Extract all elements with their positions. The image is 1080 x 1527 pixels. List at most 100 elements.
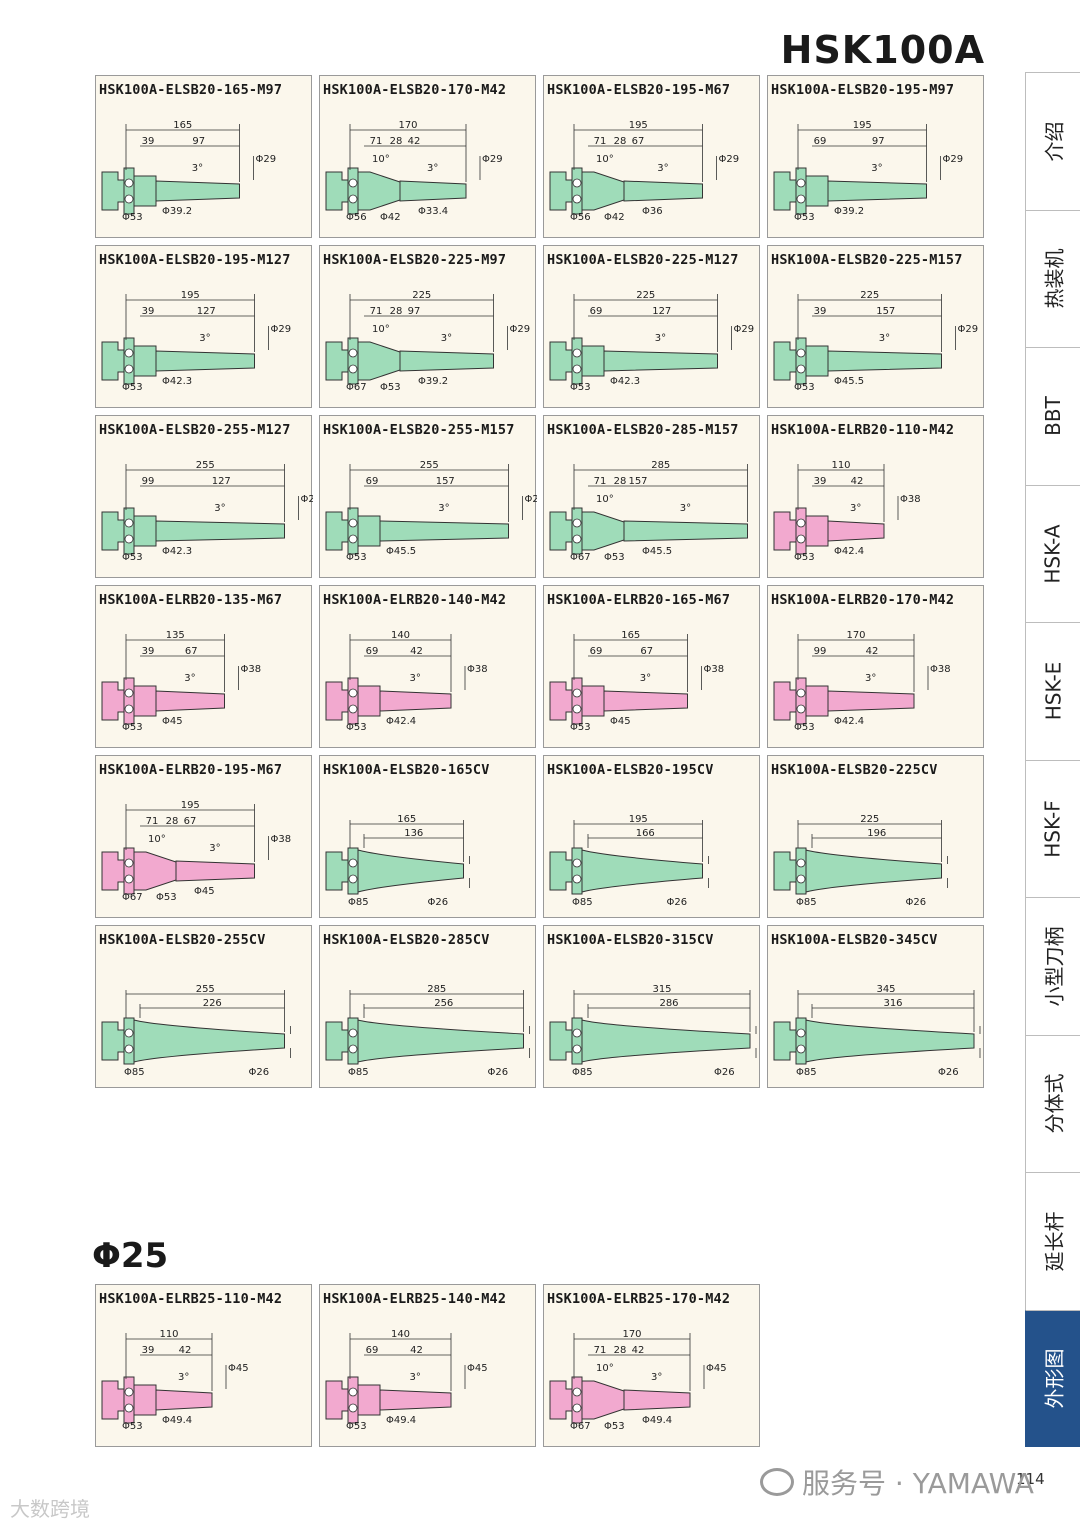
holder-hole (572, 1028, 582, 1038)
product-card[interactable]: HSK100A-ELSB20-225-M157 225 39 157 3° Φ29 Φ53 Φ… (767, 245, 984, 408)
taper-body (623, 1389, 691, 1411)
cone-body (805, 1019, 975, 1063)
shank-section (805, 515, 829, 547)
dim-seg1-value: 39 (142, 136, 155, 147)
taper-body (827, 690, 915, 712)
dia-body: Φ45 (194, 886, 215, 897)
dim-total-value: 225 (860, 290, 879, 301)
tab-9[interactable]: 外形图 (1025, 1309, 1080, 1447)
dim-seg2-value: 28 (390, 306, 403, 317)
dimension-drawing: 225 196 Φ85 Φ26 (773, 814, 948, 908)
tab-8[interactable]: 延长杆 (1025, 1172, 1080, 1310)
dimension-drawing: 255 226 Φ85 Φ26 (101, 984, 291, 1078)
model-label: HSK100A-ELSB20-255CV (99, 932, 266, 948)
dimension-drawing: 225 69 127 3° Φ29 Φ53 Φ42.3 (549, 290, 754, 393)
dimension-drawing: 165 69 67 3° Φ38 Φ53 Φ45 (549, 630, 724, 733)
dim-seg-value: 256 (434, 998, 453, 1009)
holder-hole (796, 364, 806, 374)
holder-hole (348, 178, 358, 188)
product-card[interactable]: HSK100A-ELSB20-165CV 165 136 Φ85 Φ26 (319, 755, 536, 918)
product-card[interactable]: HSK100A-ELSB20-225-M127 225 69 127 3° Φ29 Φ53 Φ… (543, 245, 760, 408)
shank-section (357, 1384, 381, 1416)
product-card[interactable]: HSK100A-ELRB20-135-M67 135 39 67 3° Φ38 Φ53 Φ45 (95, 585, 312, 748)
shank-section (805, 685, 829, 717)
dimension-drawing: 315 286 Φ85 Φ26 (549, 984, 757, 1078)
taper-body (155, 690, 225, 712)
tab-5[interactable]: HSK-F (1025, 759, 1080, 897)
product-card[interactable]: HSK100A-ELRB20-110-M42 110 39 42 3° Φ38 Φ53 Φ42… (767, 415, 984, 578)
dia-tip: Φ45 (228, 1363, 249, 1374)
tab-2[interactable]: BBT (1025, 347, 1080, 485)
product-card[interactable]: HSK100A-ELRB25-140-M42 140 69 42 3° Φ45 Φ53 Φ49… (319, 1284, 536, 1447)
dim-seg3-value: 67 (184, 816, 197, 827)
holder-hole (796, 178, 806, 188)
tab-6[interactable]: 小型刀柄 (1025, 897, 1080, 1035)
tab-label: HSK-A (1041, 524, 1065, 584)
dia-body: Φ42.3 (610, 376, 640, 387)
product-card[interactable]: HSK100A-ELSB20-195-M67 195 71 28 67 10° 3° Φ29 Φ… (543, 75, 760, 238)
taper-body (827, 520, 885, 542)
shank-section (357, 515, 381, 547)
tab-7[interactable]: 分体式 (1025, 1034, 1080, 1172)
dia-base: Φ67 (346, 382, 367, 393)
product-card[interactable]: HSK100A-ELSB20-195-M97 195 69 97 3° Φ29 Φ53 Φ39… (767, 75, 984, 238)
shank-section (581, 345, 605, 377)
dia-body: Φ49.4 (386, 1415, 416, 1426)
angle-value: 3° (657, 163, 668, 174)
model-label: HSK100A-ELRB20-140-M42 (323, 592, 507, 608)
dim-seg2-value: 42 (179, 1345, 192, 1356)
tab-0[interactable]: 介绍 (1025, 72, 1080, 210)
angle-value: 3° (184, 673, 195, 684)
dimension-drawing: 195 166 Φ85 Φ26 (549, 814, 709, 908)
holder-collar (123, 847, 135, 895)
holder-hole (124, 1044, 134, 1054)
taper-body (155, 180, 240, 202)
product-card[interactable]: HSK100A-ELSB20-255-M127 255 99 127 3° Φ29 Φ53 Φ… (95, 415, 313, 578)
dimension-drawing: 195 71 28 67 10° 3° Φ29 Φ56 Φ42 Φ36 (549, 120, 739, 223)
product-card[interactable]: HSK100A-ELSB20-255CV 255 226 Φ85 Φ26 (95, 925, 312, 1088)
dim-seg2-value: 97 (192, 136, 205, 147)
holder-hole (348, 518, 358, 528)
product-card[interactable]: HSK100A-ELSB20-225-M97 225 71 28 97 10° 3° Φ29 Φ… (319, 245, 536, 408)
holder-hole (796, 194, 806, 204)
dimension-drawing: 165 39 97 3° Φ29 Φ53 Φ39.2 (101, 120, 276, 223)
dimension-drawing: 165 136 Φ85 Φ26 (325, 814, 470, 908)
product-card[interactable]: HSK100A-ELSB20-345CV 345 316 Φ85 Φ26 (767, 925, 984, 1088)
product-card[interactable]: HSK100A-ELRB20-195-M67 195 71 28 67 10° 3° Φ38 Φ… (95, 755, 312, 918)
holder-hole (796, 688, 806, 698)
holder-hole (348, 1028, 358, 1038)
step-section (357, 171, 401, 211)
product-card[interactable]: HSK100A-ELRB25-170-M42 170 71 28 42 10° 3° Φ45 Φ… (543, 1284, 760, 1447)
product-card[interactable]: HSK100A-ELSB20-165-M97 165 39 97 3° Φ29 Φ53 Φ39… (95, 75, 312, 238)
product-card[interactable]: HSK100A-ELRB25-110-M42 110 39 42 3° Φ45 Φ53 Φ49… (95, 1284, 312, 1447)
dim-seg1-value: 39 (814, 476, 827, 487)
tab-label: HSK-E (1041, 661, 1066, 721)
dimension-drawing: 140 69 42 3° Φ45 Φ53 Φ49.4 (325, 1329, 488, 1432)
product-card[interactable]: HSK100A-ELSB20-195CV 195 166 Φ85 Φ26 (543, 755, 760, 918)
product-card[interactable]: HSK100A-ELSB20-285CV 285 256 Φ85 Φ26 (319, 925, 536, 1088)
product-card[interactable]: HSK100A-ELSB20-255-M157 255 69 157 3° Φ29 Φ53 Φ… (319, 415, 537, 578)
model-label: HSK100A-ELSB20-285-M157 (547, 422, 739, 438)
product-card[interactable]: HSK100A-ELRB20-170-M42 170 99 42 3° Φ38 Φ53 Φ42… (767, 585, 984, 748)
dim-total-value: 195 (629, 120, 648, 131)
tab-3[interactable]: HSK-A (1025, 484, 1080, 622)
product-card[interactable]: HSK100A-ELRB20-140-M42 140 69 42 3° Φ38 Φ53 Φ42… (319, 585, 536, 748)
watermark-corner: 大数跨境 (10, 1497, 90, 1521)
product-card[interactable]: HSK100A-ELRB20-165-M67 165 69 67 3° Φ38 Φ53 Φ45 (543, 585, 760, 748)
dimension-drawing: 135 39 67 3° Φ38 Φ53 Φ45 (101, 630, 261, 733)
product-card[interactable]: HSK100A-ELSB20-195-M127 195 39 127 3° Φ29 Φ53 Φ… (95, 245, 312, 408)
angle-value: 3° (178, 1372, 189, 1383)
product-card[interactable]: HSK100A-ELSB20-170-M42 170 71 28 42 10° 3° Φ29 Φ… (319, 75, 536, 238)
dim-seg2-value: 127 (197, 306, 216, 317)
product-card[interactable]: HSK100A-ELSB20-285-M157285712815710°3°Φ2… (543, 415, 760, 578)
holder-hole (124, 534, 134, 544)
holder-hole (796, 1044, 806, 1054)
tab-1[interactable]: 热装机 (1025, 209, 1080, 347)
tab-label: 小型刀柄 (1042, 926, 1067, 1007)
holder-hole (124, 194, 134, 204)
dia-base: Φ85 (796, 1067, 817, 1078)
holder-hole (572, 874, 582, 884)
product-card[interactable]: HSK100A-ELSB20-225CV 225 196 Φ85 Φ26 (767, 755, 984, 918)
tab-4[interactable]: HSK-E (1025, 622, 1080, 760)
product-card[interactable]: HSK100A-ELSB20-315CV 315 286 Φ85 Φ26 (543, 925, 760, 1088)
